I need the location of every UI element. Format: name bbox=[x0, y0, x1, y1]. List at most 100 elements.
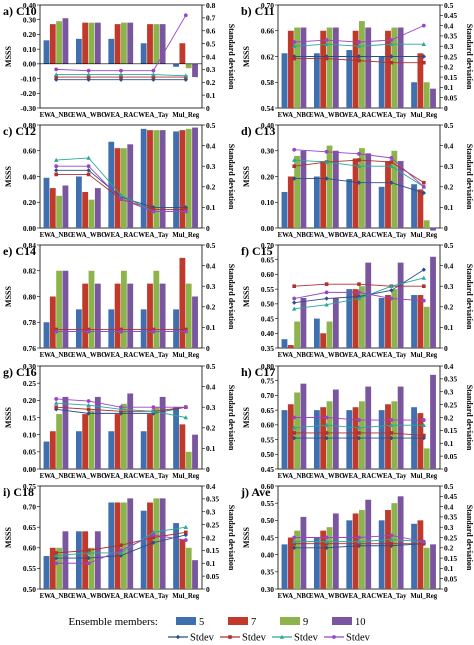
chart-panel: 0.50 0.55 0.60 0.65 0.70 0.75 0 0.05 0.1 0.15 0.2 0… bbox=[3, 482, 236, 600]
panel-title: f) C15 bbox=[241, 244, 273, 258]
panel-title: j) Ave bbox=[240, 485, 271, 499]
stdev-marker bbox=[421, 267, 426, 272]
category-label: EWA_WBC bbox=[309, 593, 344, 600]
bar bbox=[114, 24, 121, 64]
bar bbox=[346, 410, 353, 469]
bar bbox=[94, 396, 101, 469]
y2-tick-label: 0.4 bbox=[206, 52, 216, 61]
y2-tick-label: 0.4 bbox=[206, 482, 216, 491]
bar bbox=[192, 434, 198, 469]
stdev-marker bbox=[356, 180, 362, 185]
y-tick-label: 0.70 bbox=[23, 502, 36, 511]
bar bbox=[49, 24, 56, 64]
bar bbox=[300, 150, 307, 228]
bar bbox=[159, 498, 166, 589]
y-tick-label: 0.00 bbox=[23, 224, 36, 233]
stdev-marker bbox=[183, 415, 188, 420]
category-label: Mul_Reg bbox=[410, 112, 437, 119]
bar bbox=[88, 270, 95, 348]
bar bbox=[121, 270, 127, 348]
y2-tick-label: 0.15 bbox=[444, 426, 457, 435]
bar bbox=[320, 161, 327, 228]
stdev-marker bbox=[421, 23, 426, 28]
legend-line-label: Stdev bbox=[242, 633, 267, 644]
y2-tick-label: 0.15 bbox=[444, 554, 457, 563]
y-tick-label: 0.78 bbox=[23, 318, 36, 327]
stdev-marker bbox=[86, 168, 91, 173]
stdev-marker bbox=[54, 67, 59, 72]
y-tick-label: 0.65 bbox=[261, 406, 274, 415]
stdev-marker bbox=[118, 553, 124, 558]
bar bbox=[179, 257, 186, 348]
bar bbox=[75, 431, 82, 469]
bar bbox=[147, 283, 153, 348]
bar bbox=[423, 306, 430, 348]
y2-tick-label: 0.4 bbox=[444, 21, 454, 30]
stdev-marker bbox=[324, 422, 329, 428]
y2-tick-label: 0.25 bbox=[444, 533, 457, 542]
stdev-marker bbox=[324, 176, 329, 181]
stdev-marker bbox=[54, 164, 59, 169]
bar bbox=[56, 195, 63, 228]
stdev-marker bbox=[292, 539, 297, 544]
bar bbox=[88, 547, 95, 589]
stdev-marker bbox=[86, 399, 91, 403]
y2-tick-label: 0.5 bbox=[444, 241, 454, 250]
stdev-marker bbox=[389, 537, 394, 542]
bar bbox=[300, 297, 307, 348]
y2-tick-label: 0.5 bbox=[444, 482, 454, 491]
bar bbox=[378, 186, 385, 228]
y2-axis-title: Standard deviation bbox=[227, 505, 236, 571]
legend-line-label: Stdev bbox=[346, 633, 371, 644]
bar bbox=[159, 130, 166, 228]
category-label: EWA_WBC bbox=[71, 593, 106, 600]
y2-tick-label: 0.2 bbox=[206, 183, 216, 192]
bar bbox=[56, 21, 63, 64]
bar bbox=[108, 309, 115, 348]
y2-axis-title: Standard deviation bbox=[227, 385, 236, 451]
category-label: WEA_Tay bbox=[376, 593, 407, 600]
panel-title: e) C14 bbox=[3, 244, 36, 258]
stdev-marker bbox=[54, 168, 59, 173]
stdev-marker bbox=[119, 543, 123, 548]
y-tick-label: 0.20 bbox=[23, 30, 36, 39]
panels-container: -0.30-0.20-0.100.000.100.200.300.4000.10… bbox=[3, 1, 474, 600]
bar bbox=[346, 289, 353, 348]
y2-tick-label: 0.2 bbox=[444, 63, 454, 72]
bar bbox=[397, 27, 404, 108]
stdev-marker bbox=[324, 435, 329, 441]
stdev-marker bbox=[151, 530, 156, 535]
y2-tick-label: 0.25 bbox=[444, 400, 457, 409]
y2-tick-label: 0.35 bbox=[206, 495, 219, 504]
y2-tick-label: 0.3 bbox=[444, 42, 454, 51]
bar bbox=[114, 148, 121, 228]
y-tick-label: 0.40 bbox=[23, 1, 36, 10]
bar bbox=[385, 30, 391, 108]
y2-tick-label: 0.35 bbox=[444, 375, 457, 384]
y-tick-label: 0.45 bbox=[261, 465, 274, 474]
bar bbox=[385, 295, 391, 348]
stdev-marker bbox=[54, 553, 59, 558]
stdev-marker bbox=[183, 329, 188, 334]
y-axis-title: MSSS bbox=[242, 286, 251, 307]
bar bbox=[49, 188, 56, 228]
chart-panel: 0.30 0.35 0.40 0.45 0.50 0.55 0.60 00.05 0.10.15… bbox=[240, 482, 474, 600]
y-tick-label: 0.35 bbox=[261, 568, 274, 577]
bar bbox=[108, 141, 115, 228]
category-label: WEA_RAC bbox=[342, 473, 376, 480]
stdev-marker bbox=[86, 561, 91, 566]
stdev-marker bbox=[86, 155, 91, 160]
bar bbox=[365, 386, 372, 469]
bar bbox=[411, 523, 417, 589]
y2-tick-label: 0.5 bbox=[206, 121, 216, 130]
bar bbox=[192, 560, 198, 589]
stdev-marker bbox=[119, 548, 123, 553]
stdev-marker bbox=[118, 72, 124, 77]
y-tick-label: 0.82 bbox=[23, 267, 36, 276]
y-tick-label: 0.55 bbox=[23, 564, 36, 573]
y2-tick-label: 0.1 bbox=[444, 203, 454, 212]
stdev-marker bbox=[86, 550, 91, 555]
y2-tick-label: 0.1 bbox=[206, 323, 216, 332]
bar bbox=[423, 448, 430, 469]
stdev-marker bbox=[54, 157, 59, 162]
